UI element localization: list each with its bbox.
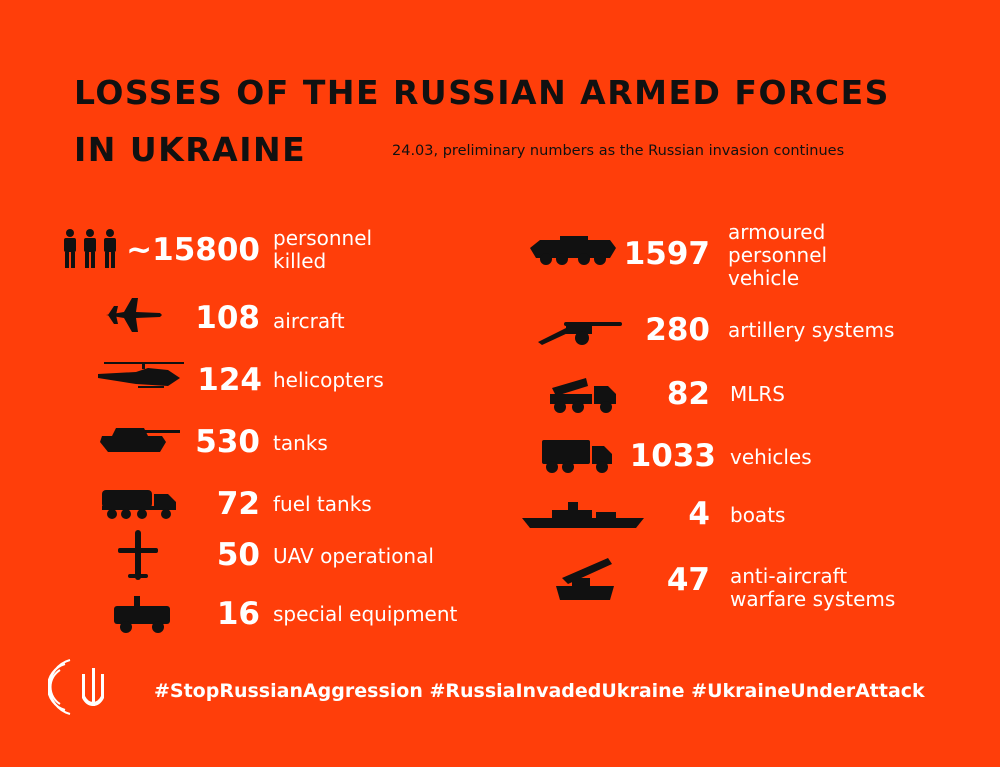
stat-value: 124 <box>197 362 262 398</box>
title-line-2: IN UKRAINE <box>74 130 307 169</box>
page-title: LOSSES OF THE RUSSIAN ARMED FORCES IN UK… <box>74 64 890 178</box>
stat-label: armoured personnel vehicle <box>728 221 827 290</box>
stat-label: aircraft <box>273 309 345 333</box>
stat-label: special equipment <box>273 602 458 626</box>
stat-label-line: killed <box>273 249 327 273</box>
stat-label-line: vehicle <box>728 266 800 290</box>
artillery-icon <box>536 312 624 346</box>
subtitle: 24.03, preliminary numbers as the Russia… <box>392 143 845 159</box>
title-line-1: LOSSES OF THE RUSSIAN ARMED FORCES <box>74 73 890 112</box>
stat-value: 47 <box>666 562 710 598</box>
stat-value: 16 <box>216 596 260 632</box>
apc-icon <box>530 234 616 266</box>
warship-icon <box>522 500 644 530</box>
mlrs-icon <box>548 376 618 414</box>
anti-aircraft-icon <box>552 556 618 604</box>
stat-label-line: personnel <box>728 243 828 267</box>
stat-label: MLRS <box>730 382 785 406</box>
special-vehicle-icon <box>112 594 174 634</box>
tank-icon <box>100 424 180 454</box>
stat-label: anti-aircraft warfare systems <box>730 565 895 611</box>
stat-value: 82 <box>666 376 710 412</box>
stat-label: personnel killed <box>273 227 372 273</box>
stat-label-line: warfare systems <box>730 587 896 611</box>
stat-value: 108 <box>195 300 260 336</box>
stat-value: 530 <box>195 424 260 460</box>
stat-value: ~15800 <box>126 232 260 268</box>
stat-label: helicopters <box>273 368 384 392</box>
stat-value: 72 <box>216 486 260 522</box>
stat-value: 50 <box>216 537 260 573</box>
trident-logo-icon <box>46 656 112 722</box>
stat-label: boats <box>730 503 786 527</box>
stat-label-line: armoured <box>728 220 826 244</box>
stat-value: 1033 <box>629 438 716 474</box>
stat-label-line: anti-aircraft <box>730 564 848 588</box>
helicopter-icon <box>96 360 188 396</box>
soldiers-icon <box>60 228 122 270</box>
fighter-jet-icon <box>104 296 164 334</box>
fuel-truck-icon <box>100 486 178 520</box>
hashtags: #StopRussianAggression #RussiaInvadedUkr… <box>154 680 925 702</box>
stat-label: fuel tanks <box>273 492 372 516</box>
stat-label: vehicles <box>730 445 812 469</box>
stat-value: 280 <box>645 312 710 348</box>
stat-label-line: personnel <box>273 226 373 250</box>
drone-icon <box>118 528 158 584</box>
stat-value: 4 <box>688 496 710 532</box>
truck-icon <box>540 438 614 474</box>
stat-label: artillery systems <box>728 318 895 342</box>
stat-label: UAV operational <box>273 544 434 568</box>
stat-value: 1597 <box>623 236 710 272</box>
stat-label: tanks <box>273 431 328 455</box>
